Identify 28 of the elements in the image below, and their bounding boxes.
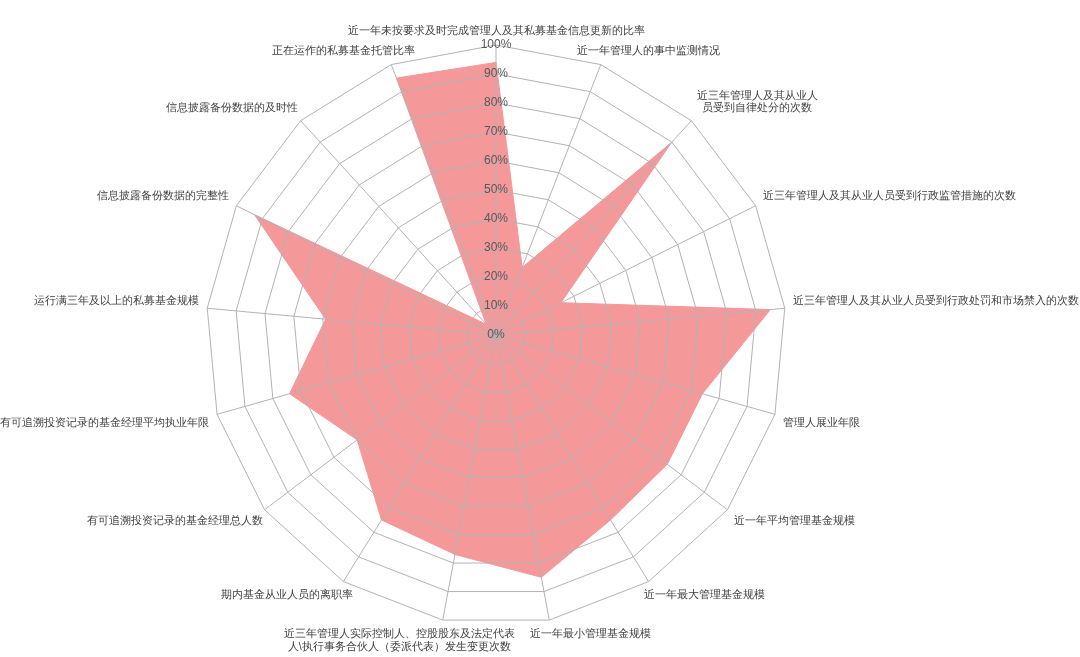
y-tick-label: 30% <box>483 240 509 255</box>
spoke-label: 信息披露备份数据的完整性 <box>97 188 230 201</box>
spoke-label: 近一年最大管理基金规模 <box>644 587 766 600</box>
spoke-label: 有可追溯投资记录的基金经理总人数 <box>86 513 263 526</box>
y-tick-label: 90% <box>483 66 509 81</box>
y-tick-label: 60% <box>483 153 509 168</box>
y-tick-label: 0% <box>487 327 505 342</box>
spoke-label: 近三年管理人及其从业人员受到行政监管措施的次数 <box>762 188 1016 201</box>
spoke-label: 近一年最小管理基金规模 <box>530 627 652 640</box>
spoke-label: 近三年管理人及其从业人员受到行政处罚和市场禁入的次数 <box>792 294 1079 307</box>
y-tick-label: 70% <box>483 124 509 139</box>
y-tick-label: 50% <box>483 182 509 197</box>
spoke-label: 近三年管理人实际控制人、控股股东及法定代表人\执行事务合伙人（委派代表）发生变更次数 <box>283 627 515 652</box>
spoke-label: 信息披露备份数据的及时性 <box>166 101 299 114</box>
spoke-label: 管理人展业年限 <box>782 415 860 428</box>
y-tick-label: 40% <box>483 211 509 226</box>
y-tick-label: 20% <box>483 269 509 284</box>
y-tick-label: 80% <box>483 95 509 110</box>
spoke-label: 期内基金从业人员的离职率 <box>221 587 354 600</box>
y-tick-label: 10% <box>483 298 509 313</box>
spoke-label: 运行满三年及以上的私募基金规模 <box>34 294 200 307</box>
spoke-label: 近一年未按要求及时完成管理人及其私募基金信息更新的比率 <box>347 23 645 36</box>
spoke-label: 有可追溯投资记录的基金经理平均执业年限 <box>0 415 210 428</box>
y-tick-label: 100% <box>480 37 512 52</box>
spoke-label: 正在运作的私募基金托管比率 <box>272 43 416 56</box>
spoke-label: 近一年平均管理基金规模 <box>733 513 855 526</box>
spoke-label: 近一年管理人的事中监测情况 <box>576 43 720 56</box>
spoke-label: 近三年管理人及其从业人员受到自律处分的次数 <box>696 88 818 114</box>
